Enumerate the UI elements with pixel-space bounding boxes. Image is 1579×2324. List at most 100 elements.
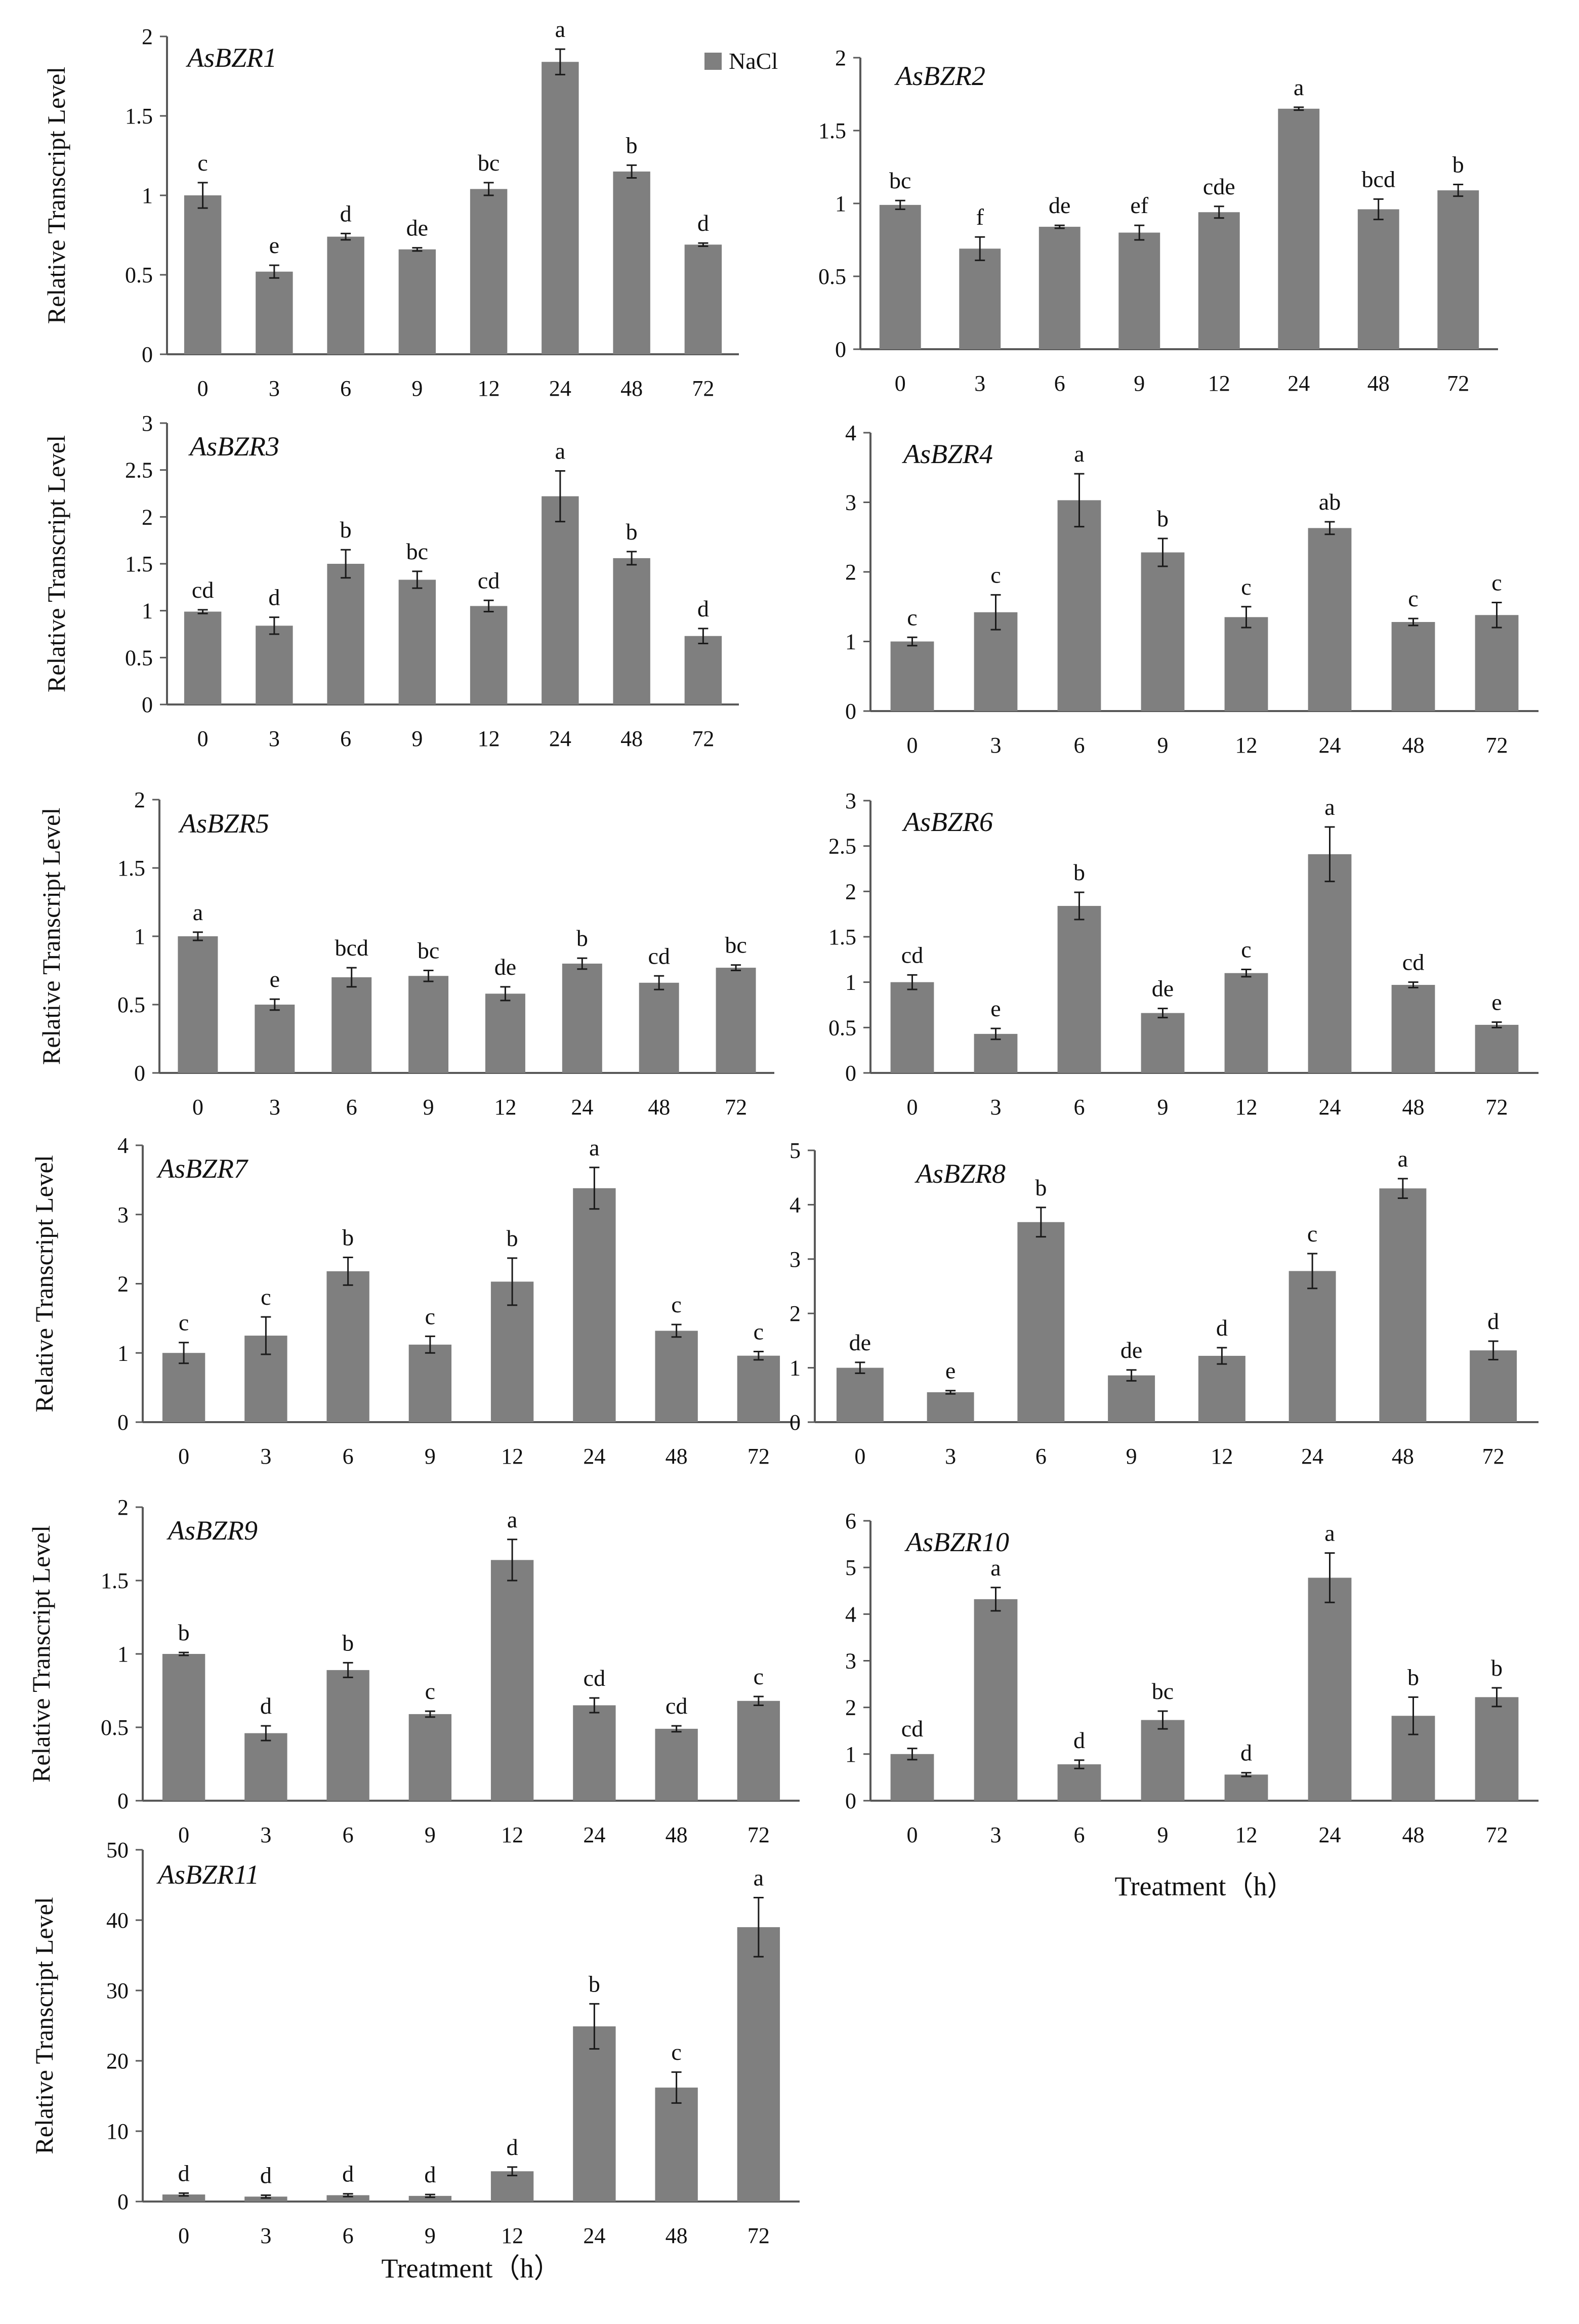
x-tick-label: 48 xyxy=(666,1444,688,1469)
y-tick-label: 0 xyxy=(117,2189,129,2214)
bar xyxy=(1141,1720,1185,1801)
x-tick-label: 0 xyxy=(178,1444,189,1469)
significance-label: a xyxy=(990,1555,1001,1581)
bar xyxy=(542,62,579,355)
y-tick-label: 50 xyxy=(106,1838,129,1862)
bar xyxy=(398,579,436,704)
y-tick-label: 0 xyxy=(845,1789,856,1813)
significance-label: d xyxy=(1216,1315,1228,1341)
bar xyxy=(408,1714,452,1801)
y-tick-label: 1 xyxy=(835,191,846,216)
x-tick-label: 12 xyxy=(501,1822,523,1847)
bar xyxy=(326,1670,369,1801)
x-tick-label: 12 xyxy=(478,376,500,401)
x-tick-label: 24 xyxy=(1319,1095,1341,1119)
significance-label: bcd xyxy=(1362,166,1395,192)
y-tick-label: 2 xyxy=(117,1495,129,1520)
significance-label: bc xyxy=(418,938,439,964)
significance-label: c xyxy=(1241,574,1251,600)
significance-label: ef xyxy=(1130,192,1148,218)
x-tick-label: 72 xyxy=(1486,1095,1508,1119)
y-tick-label: 1 xyxy=(790,1356,801,1381)
significance-label: de xyxy=(406,215,428,241)
bar xyxy=(974,1033,1018,1073)
x-tick-label: 48 xyxy=(1392,1444,1414,1469)
x-tick-label: 12 xyxy=(494,1095,516,1119)
significance-label: b xyxy=(178,1620,190,1645)
significance-label: b xyxy=(589,1971,600,1997)
legend-swatch xyxy=(704,53,722,70)
significance-label: b xyxy=(507,1225,518,1251)
bar xyxy=(408,1344,452,1422)
y-tick-label: 1.5 xyxy=(828,925,856,949)
significance-label: b xyxy=(340,517,352,543)
bar xyxy=(470,189,508,354)
significance-label: d xyxy=(342,2161,354,2187)
y-tick-label: 0 xyxy=(845,699,856,724)
bar xyxy=(1357,209,1399,349)
chart-panel: 0 0.5 1 1.5 2 b 0 d 3 b 6 c 9 a 12 cd 24 cd 48 c 72 AsBZR9 Rel… xyxy=(27,1495,800,1847)
bar xyxy=(1308,1578,1352,1801)
bar xyxy=(1308,528,1352,711)
gene-title: AsBZR9 xyxy=(167,1515,258,1546)
bar xyxy=(178,936,218,1073)
significance-label: d xyxy=(260,1693,272,1719)
bar xyxy=(684,636,722,704)
x-tick-label: 12 xyxy=(1235,1095,1258,1119)
bar xyxy=(1308,854,1352,1073)
y-tick-label: 1.5 xyxy=(818,118,846,143)
significance-label: c xyxy=(425,1303,435,1329)
x-tick-label: 24 xyxy=(1287,371,1310,396)
significance-label: b xyxy=(1035,1175,1047,1200)
x-tick-label: 48 xyxy=(648,1095,670,1119)
x-tick-label: 9 xyxy=(1126,1444,1137,1469)
y-tick-label: 1 xyxy=(845,970,856,995)
significance-label: d xyxy=(178,2160,190,2186)
bar xyxy=(737,1927,780,2202)
significance-label: c xyxy=(754,1664,764,1689)
x-tick-label: 9 xyxy=(425,2223,436,2248)
x-tick-label: 0 xyxy=(178,2223,189,2248)
x-tick-label: 0 xyxy=(895,371,906,396)
bar xyxy=(959,248,1001,349)
x-tick-label: 3 xyxy=(990,733,1002,758)
bar xyxy=(470,606,508,704)
bar xyxy=(256,626,293,704)
x-tick-label: 6 xyxy=(346,1095,357,1119)
significance-label: cd xyxy=(666,1693,687,1719)
significance-label: a xyxy=(1324,794,1335,820)
significance-label: bc xyxy=(725,932,746,958)
y-tick-label: 0 xyxy=(117,1789,129,1813)
bar xyxy=(613,171,650,354)
x-tick-label: 24 xyxy=(583,1822,605,1847)
x-tick-label: 3 xyxy=(269,1095,280,1119)
bar xyxy=(1475,1697,1519,1801)
x-tick-label: 48 xyxy=(1402,733,1425,758)
x-tick-label: 24 xyxy=(549,726,571,751)
x-tick-label: 6 xyxy=(1035,1444,1047,1469)
x-tick-label: 48 xyxy=(666,1822,688,1847)
y-tick-label: 5 xyxy=(790,1138,801,1163)
bar xyxy=(573,2026,616,2202)
x-tick-label: 0 xyxy=(197,376,209,401)
chart-panel: 0 0.5 1 1.5 2 a 0 e 3 bcd 6 bc 9 de 12 b 24 cd 48 bc 72 AsBZR… xyxy=(37,787,774,1119)
bar xyxy=(684,244,722,354)
y-axis-label: Relative Transcript Level xyxy=(30,1897,58,2154)
x-tick-label: 72 xyxy=(747,1444,770,1469)
y-tick-label: 0 xyxy=(134,1061,145,1086)
x-tick-label: 24 xyxy=(583,2223,605,2248)
bar xyxy=(326,2195,369,2202)
legend-label: NaCl xyxy=(729,48,778,74)
gene-title: AsBZR3 xyxy=(188,431,279,462)
x-tick-label: 9 xyxy=(1157,1822,1169,1847)
y-tick-label: 2 xyxy=(134,787,145,812)
y-tick-label: 3 xyxy=(845,1649,856,1674)
y-tick-label: 2.5 xyxy=(828,834,856,859)
bar xyxy=(655,2087,698,2202)
x-tick-label: 12 xyxy=(1235,1822,1258,1847)
bar xyxy=(836,1367,884,1422)
x-tick-label: 24 xyxy=(1301,1444,1323,1469)
x-tick-label: 72 xyxy=(725,1095,747,1119)
x-tick-label: 48 xyxy=(666,2223,688,2248)
significance-label: b xyxy=(576,925,588,951)
